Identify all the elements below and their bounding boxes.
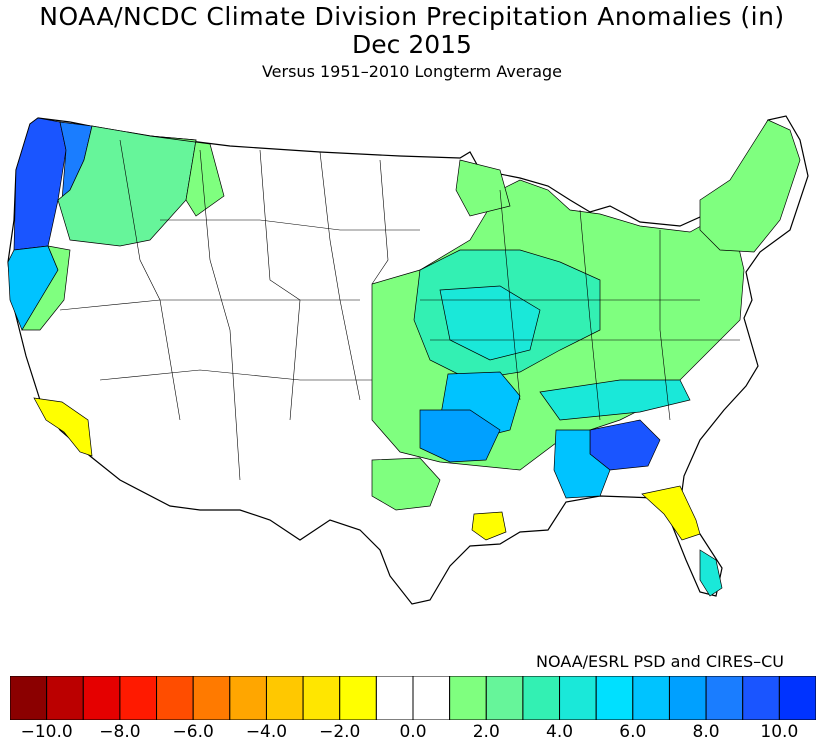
region-louisiana-south (471, 511, 507, 541)
region-nevada-west (21, 245, 71, 331)
color-swatch (705, 676, 744, 720)
color-swatch (632, 676, 670, 720)
region-montana (149, 135, 225, 217)
reference-period: Versus 1951–2010 Longterm Average (261, 62, 563, 81)
color-swatch (339, 676, 377, 720)
color-swatch (10, 676, 48, 720)
color-scale-tick-label: −4.0 (245, 722, 288, 742)
color-swatch (485, 676, 524, 720)
color-scale-tick-label: 4.0 (546, 722, 574, 742)
region-north-florida (641, 485, 701, 541)
color-swatch (595, 676, 634, 720)
color-swatch (46, 676, 84, 720)
data-credit: NOAA/ESRL PSD and CIRES–CU (536, 652, 784, 671)
color-swatch (119, 676, 158, 720)
region-southern-california (33, 397, 93, 457)
color-swatch (156, 676, 194, 720)
color-swatch (302, 676, 341, 720)
color-swatch (559, 676, 597, 720)
color-swatch (229, 676, 267, 720)
color-scale-tick-label: 8.0 (692, 722, 720, 742)
color-scale-tick-label: 0.0 (399, 722, 427, 742)
region-deep-south (553, 429, 611, 499)
map-title: NOAA/NCDC Climate Division Precipitation… (39, 2, 785, 31)
color-swatch (778, 676, 816, 720)
color-scale-tick-label: 10.0 (760, 722, 799, 742)
us-climate-division-map (7, 115, 809, 605)
color-scale-bar (10, 676, 816, 720)
color-scale-tick-label: 2.0 (472, 722, 500, 742)
region-minnesota (455, 159, 511, 217)
color-swatch (375, 676, 414, 720)
color-swatch (522, 676, 561, 720)
region-south-florida (699, 549, 723, 597)
division-boundaries (59, 139, 740, 481)
color-swatch (82, 676, 121, 720)
color-swatch (192, 676, 231, 720)
color-swatch (265, 676, 304, 720)
color-scale-tick-label: −8.0 (99, 722, 141, 742)
color-scale-tick-label: −10.0 (20, 722, 73, 742)
color-swatch (449, 676, 487, 720)
color-swatch (668, 676, 707, 720)
region-mississippi-valley (419, 409, 501, 463)
color-swatch (742, 676, 780, 720)
region-texas-north (371, 457, 441, 511)
region-tennessee (539, 379, 691, 421)
color-swatch (412, 676, 451, 720)
map-subtitle: Dec 2015 (352, 30, 472, 59)
color-scale-tick-label: −6.0 (172, 722, 214, 742)
color-scale-tick-label: 6.0 (619, 722, 647, 742)
color-scale-tick-label: −2.0 (319, 722, 361, 742)
color-scale-ticks: −10.0 −8.0 −6.0 −4.0 −2.0 0.0 2.0 4.0 6.0 8.0 10.0 (0, 722, 824, 744)
region-northeast (699, 119, 801, 253)
